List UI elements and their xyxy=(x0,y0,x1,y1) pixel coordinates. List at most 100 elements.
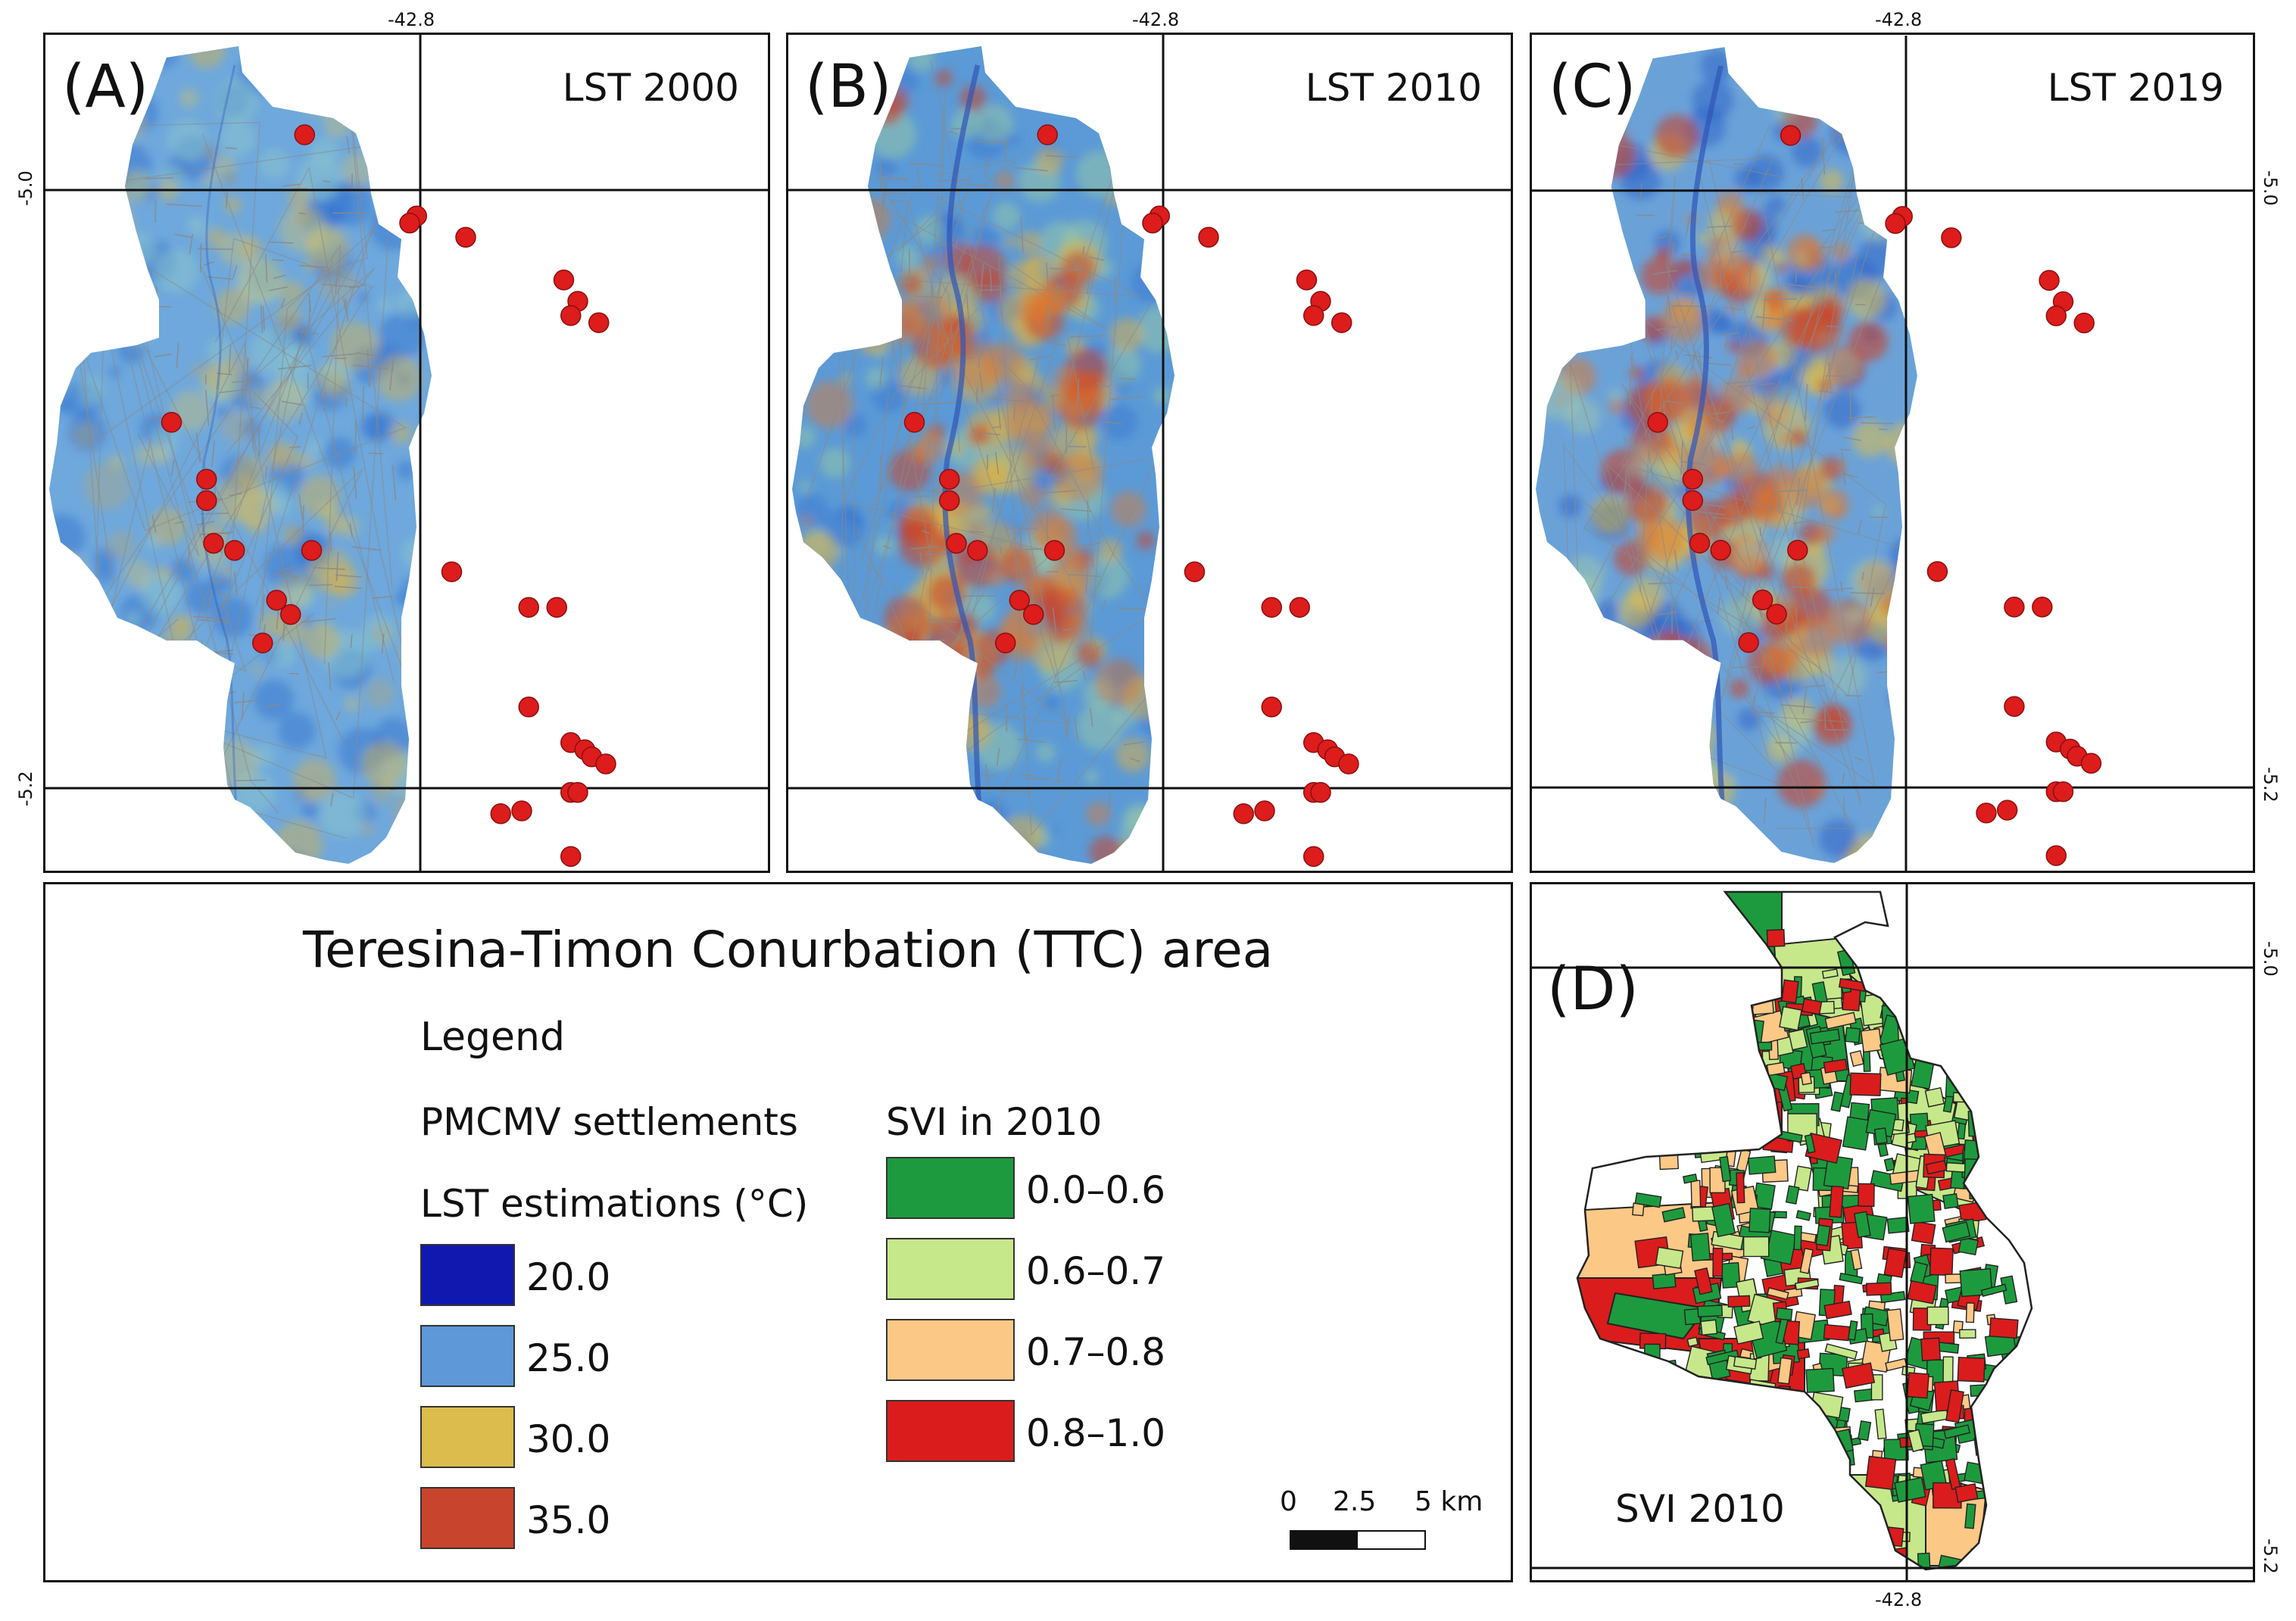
settlement-marker xyxy=(511,800,532,821)
settlement-marker xyxy=(1689,532,1711,554)
settlement-marker xyxy=(196,490,217,511)
panel-label-b: (B) xyxy=(805,53,892,121)
scalebar-label-2-5: 2.5 xyxy=(1333,1486,1377,1517)
settlement-marker xyxy=(2073,312,2095,334)
legend-lst-heading: LST estimations (°C) xyxy=(420,1182,809,1226)
svi-swatch-1 xyxy=(886,1157,1015,1219)
lst-map-b xyxy=(788,35,1511,871)
settlement-marker xyxy=(1338,753,1359,775)
legend-svi-heading: SVI in 2010 xyxy=(886,1100,1103,1144)
settlement-marker xyxy=(1254,800,1275,821)
scalebar-label-0: 0 xyxy=(1280,1486,1297,1517)
settlement-marker xyxy=(2045,305,2067,326)
lat-label-left-bottom: -5.2 xyxy=(15,771,36,806)
settlement-marker xyxy=(1023,603,1044,625)
settlement-marker xyxy=(161,412,182,433)
settlement-marker xyxy=(1682,469,1704,490)
settlement-marker xyxy=(1976,803,1997,824)
lon-label-a-top: -42.8 xyxy=(388,9,435,30)
settlement-marker xyxy=(224,540,245,561)
panel-label-a: (A) xyxy=(62,53,149,121)
panel-label-c: (C) xyxy=(1549,53,1636,121)
lon-label-c-top: -42.8 xyxy=(1875,9,1923,30)
settlement-marker xyxy=(1303,846,1324,867)
settlement-marker xyxy=(2032,597,2053,618)
settlement-marker xyxy=(1766,603,1787,625)
panel-title-d: SVI 2010 xyxy=(1615,1487,1785,1531)
settlement-marker xyxy=(546,597,567,618)
map-panel-c: (C) LST 2019 xyxy=(1530,33,2255,873)
pmcmv-settlement-markers xyxy=(1647,125,2102,866)
lst-label-25: 25.0 xyxy=(526,1336,611,1380)
settlement-marker xyxy=(939,490,960,511)
pmcmv-settlement-markers xyxy=(161,124,616,867)
settlement-marker xyxy=(301,540,323,561)
settlement-marker xyxy=(441,561,463,582)
lon-label-d-bottom: -42.8 xyxy=(1875,1589,1923,1610)
lat-label-left-top: -5.0 xyxy=(15,170,36,206)
settlement-marker xyxy=(1303,305,1324,326)
svi-label-3: 0.7–0.8 xyxy=(1026,1330,1166,1374)
map-panel-b: (B) LST 2010 xyxy=(786,33,1513,873)
svi-map-panel: (D) SVI 2010 xyxy=(1530,882,2255,1582)
settlement-marker xyxy=(967,540,988,561)
scalebar-label-5km: 5 km xyxy=(1415,1486,1483,1517)
settlement-marker xyxy=(1289,597,1310,618)
settlement-marker xyxy=(1261,697,1282,718)
settlement-marker xyxy=(903,412,925,433)
settlement-marker xyxy=(553,270,575,291)
settlement-marker xyxy=(2039,270,2060,291)
legend-area-title: Teresina-Timon Conurbation (TTC) area xyxy=(303,921,1274,979)
svi-label-4: 0.8–1.0 xyxy=(1026,1411,1166,1455)
panel-title-b: LST 2010 xyxy=(1305,66,1482,110)
lst-swatch-35 xyxy=(420,1487,515,1549)
settlement-marker xyxy=(1310,781,1331,803)
settlement-marker xyxy=(518,697,539,718)
settlement-marker xyxy=(455,226,476,248)
settlement-marker xyxy=(399,212,420,234)
settlement-marker xyxy=(1331,312,1352,333)
settlement-marker xyxy=(266,590,287,611)
panel-title-a: LST 2000 xyxy=(562,66,739,110)
settlement-marker xyxy=(1296,270,1318,291)
lst-raster xyxy=(792,46,1175,864)
settlement-marker xyxy=(1710,540,1731,561)
settlement-marker xyxy=(995,632,1016,653)
svi-swatch-3 xyxy=(886,1319,1015,1381)
svi-label-1: 0.0–0.6 xyxy=(1026,1168,1166,1212)
settlement-marker xyxy=(2004,597,2025,618)
legend-heading: Legend xyxy=(420,1015,566,1060)
settlement-marker xyxy=(1885,213,1906,234)
settlement-marker xyxy=(567,781,588,803)
settlement-marker xyxy=(1647,412,1668,433)
settlement-marker xyxy=(2004,696,2025,717)
lst-swatch-30 xyxy=(420,1406,515,1468)
lst-raster xyxy=(1535,47,1917,863)
settlement-marker xyxy=(1037,124,1058,145)
settlement-marker xyxy=(939,469,960,490)
svi-swatch-4 xyxy=(886,1400,1015,1462)
river xyxy=(201,64,240,838)
settlement-marker xyxy=(588,312,610,333)
settlement-marker xyxy=(560,305,582,326)
svi-swatch-2 xyxy=(886,1238,1015,1300)
settlement-marker xyxy=(595,753,616,775)
settlement-marker xyxy=(2052,781,2074,803)
settlement-marker xyxy=(1043,540,1065,561)
scalebar-white-segment xyxy=(1358,1532,1424,1548)
river xyxy=(942,64,984,838)
settlement-marker xyxy=(294,124,315,145)
settlement-marker xyxy=(1184,561,1206,582)
settlement-marker xyxy=(490,803,511,825)
settlement-marker xyxy=(1233,803,1254,825)
settlement-marker xyxy=(1996,800,2018,821)
lst-swatch-25 xyxy=(420,1325,515,1387)
settlement-marker xyxy=(252,632,273,653)
lst-label-30: 30.0 xyxy=(526,1417,611,1461)
settlement-marker xyxy=(1780,125,1802,146)
lat-label-d-bottom: -5.2 xyxy=(2260,1538,2281,1574)
lst-label-35: 35.0 xyxy=(526,1498,611,1542)
lat-label-d-top: -5.0 xyxy=(2260,941,2281,977)
panel-title-c: LST 2019 xyxy=(2047,66,2224,110)
river xyxy=(1685,65,1727,837)
